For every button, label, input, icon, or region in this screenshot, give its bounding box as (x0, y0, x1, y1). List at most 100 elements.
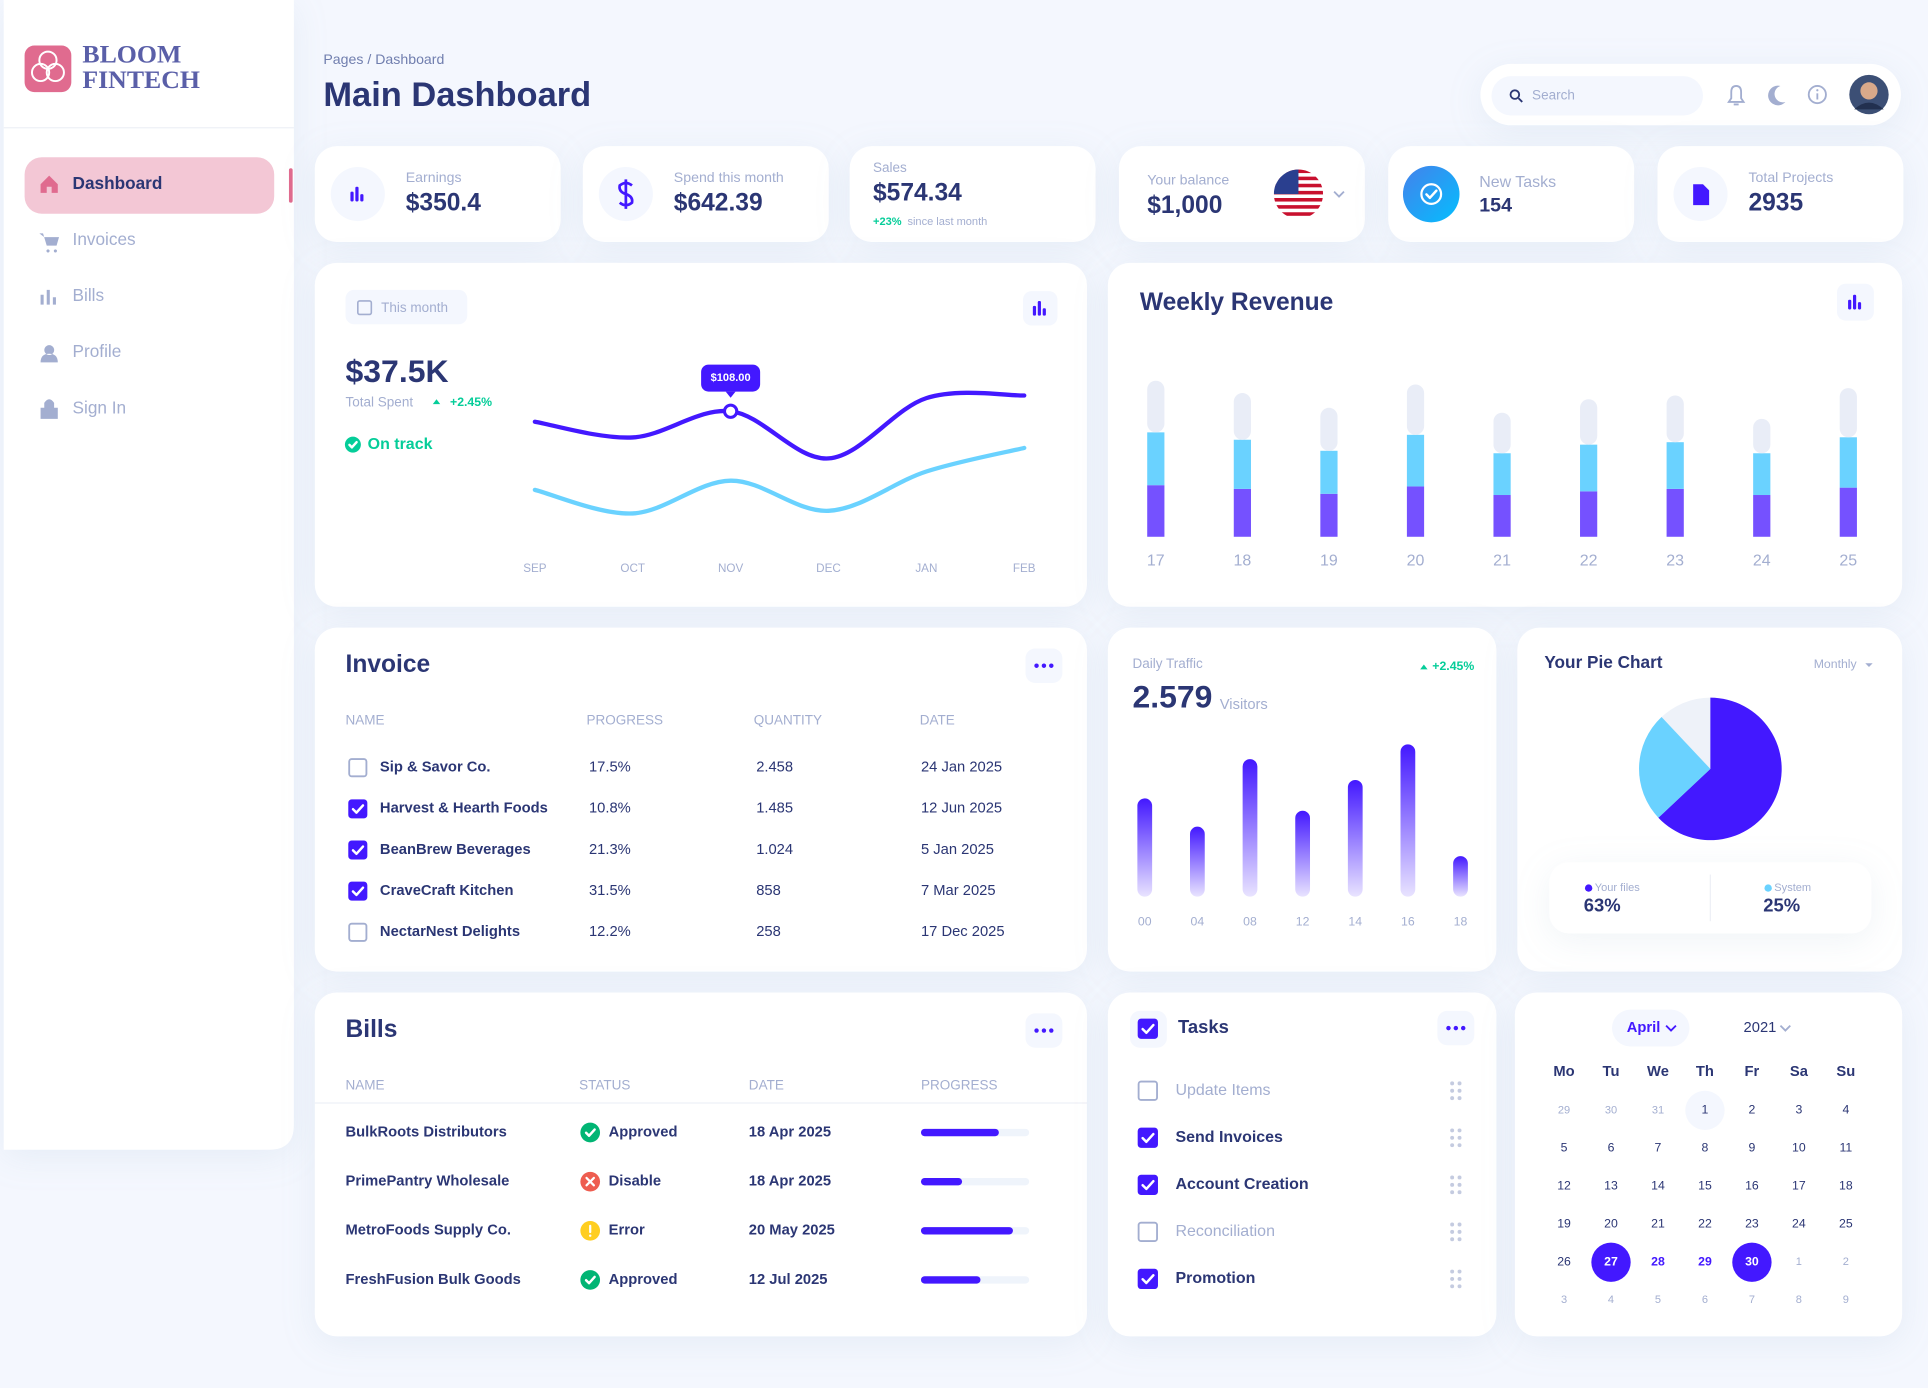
drag-handle (1450, 1081, 1455, 1086)
tasks-card (1107, 992, 1497, 1337)
drag-handle (1457, 1190, 1462, 1195)
moon-icon[interactable] (1768, 85, 1786, 106)
drag-handle (1450, 1237, 1455, 1242)
row-checkbox[interactable] (348, 881, 368, 901)
bar (1137, 798, 1153, 897)
row-checkbox[interactable] (348, 799, 368, 819)
nav-item[interactable]: Profile (73, 341, 122, 361)
calendar-day[interactable]: 7 (1655, 1141, 1662, 1155)
calendar-day[interactable]: 22 (1698, 1217, 1712, 1231)
calendar-day[interactable]: 27 (1604, 1254, 1618, 1268)
calendar-day[interactable]: 4 (1608, 1294, 1614, 1306)
task-checkbox[interactable] (1137, 1127, 1158, 1148)
calendar-day[interactable]: 6 (1608, 1141, 1615, 1155)
calendar-day[interactable]: 25 (1839, 1217, 1853, 1231)
calendar-day[interactable]: 1 (1702, 1103, 1709, 1117)
calendar-day[interactable]: 28 (1651, 1254, 1665, 1268)
bell-icon[interactable] (1727, 85, 1746, 106)
task-checkbox[interactable] (1137, 1080, 1158, 1101)
nav-item[interactable]: Dashboard (73, 173, 163, 193)
calendar-day[interactable]: 23 (1745, 1217, 1759, 1231)
calendar-day[interactable]: 4 (1842, 1103, 1849, 1117)
calendar-day[interactable]: 2 (1843, 1256, 1849, 1268)
bar-segment (1666, 442, 1684, 489)
calendar-day[interactable]: 16 (1745, 1179, 1759, 1193)
nav-item[interactable]: Invoices (73, 229, 136, 249)
calendar-day[interactable]: 29 (1698, 1254, 1712, 1268)
row-checkbox[interactable] (348, 922, 368, 942)
month-select[interactable] (1611, 1009, 1690, 1047)
calendar-day[interactable]: 26 (1557, 1254, 1571, 1268)
calendar-day[interactable]: 3 (1795, 1103, 1802, 1117)
calendar-day[interactable]: 14 (1651, 1179, 1665, 1193)
calendar-day[interactable]: 6 (1702, 1294, 1708, 1306)
calendar-day[interactable]: 18 (1839, 1179, 1853, 1193)
status-label: Disable (609, 1174, 661, 1190)
calendar-day[interactable]: 17 (1792, 1179, 1806, 1193)
calendar-day[interactable]: 21 (1651, 1217, 1665, 1231)
bar-segment (1406, 434, 1425, 487)
calendar-day[interactable]: 7 (1749, 1294, 1755, 1306)
calendar-day[interactable]: 2 (1749, 1103, 1756, 1117)
legend-dot (1584, 884, 1593, 892)
calendar-day[interactable]: 5 (1561, 1141, 1568, 1155)
task-checkbox[interactable] (1137, 1174, 1158, 1195)
search-field[interactable] (1491, 76, 1703, 116)
task-checkbox[interactable] (1137, 1268, 1158, 1290)
x-tick-label: OCT (620, 562, 645, 575)
table-cell: 20 May 2025 (749, 1223, 835, 1239)
bar-segment (1406, 486, 1425, 537)
table-cell: PrimePantry Wholesale (346, 1174, 510, 1190)
more-dot (1041, 663, 1047, 668)
status-label: Approved (609, 1124, 678, 1140)
column-header: NAME (346, 1077, 385, 1092)
calendar-day[interactable]: 9 (1843, 1294, 1849, 1306)
calendar-day[interactable]: 15 (1698, 1179, 1712, 1193)
calendar-day[interactable]: 12 (1557, 1179, 1571, 1193)
calendar-day[interactable]: 30 (1605, 1104, 1617, 1116)
x-tick-label: 00 (1138, 915, 1152, 929)
calendar-day[interactable]: 19 (1557, 1217, 1571, 1231)
calendar-day[interactable]: 8 (1796, 1294, 1802, 1306)
stat-value: $1,000 (1147, 192, 1222, 219)
calendar-day[interactable]: 20 (1604, 1217, 1618, 1231)
calendar-day[interactable]: 29 (1558, 1104, 1570, 1116)
flag-stripe (1273, 205, 1324, 209)
bars-icon (1032, 305, 1037, 316)
period-select[interactable]: Monthly (1814, 657, 1858, 671)
nav-item[interactable]: Bills (73, 285, 105, 305)
tasks-master-checkbox[interactable] (1137, 1018, 1158, 1039)
calendar-day[interactable]: 31 (1652, 1104, 1664, 1116)
bar-segment (1233, 439, 1251, 489)
row-checkbox[interactable] (348, 840, 368, 860)
calendar-day[interactable]: 13 (1604, 1179, 1618, 1193)
calendar-day[interactable]: 24 (1792, 1217, 1806, 1231)
table-cell: 858 (756, 883, 781, 899)
bar-segment (1493, 412, 1511, 454)
table-cell: BeanBrew Beverages (380, 842, 531, 858)
nav-active-bg (24, 157, 275, 214)
year-label[interactable]: 2021 (1744, 1020, 1777, 1036)
bar-segment (1233, 393, 1251, 440)
flag-stripe (1273, 198, 1324, 202)
table-cell: 12 Jul 2025 (749, 1272, 828, 1288)
nav-item[interactable]: Sign In (73, 397, 127, 417)
calendar-day[interactable]: 9 (1749, 1141, 1756, 1155)
calendar-day[interactable]: 3 (1561, 1294, 1567, 1306)
calendar-day[interactable]: 8 (1702, 1141, 1709, 1155)
row-checkbox[interactable] (348, 758, 368, 778)
calendar-day[interactable]: 10 (1792, 1141, 1806, 1155)
period-chip[interactable] (345, 289, 468, 325)
calendar-day[interactable]: 11 (1839, 1141, 1852, 1155)
up-triangle (432, 399, 441, 405)
page-title: Main Dashboard (323, 76, 591, 114)
calendar-day[interactable]: 1 (1796, 1256, 1802, 1268)
card-subtitle: Daily Traffic (1132, 656, 1203, 671)
info-icon[interactable] (1807, 85, 1827, 105)
more-dot (1049, 1028, 1054, 1033)
calendar-day[interactable]: 30 (1745, 1254, 1759, 1268)
calendar-day[interactable]: 5 (1655, 1294, 1661, 1306)
task-checkbox[interactable] (1137, 1221, 1158, 1243)
x-tick-label: SEP (523, 562, 547, 575)
